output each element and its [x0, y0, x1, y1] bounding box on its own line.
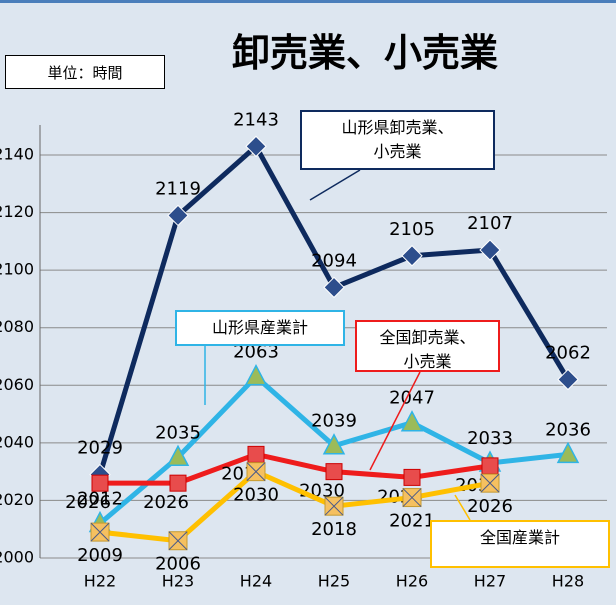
data-label: 2036 — [545, 419, 591, 440]
data-label: 2009 — [77, 545, 123, 566]
data-label: 2035 — [155, 422, 201, 443]
data-label: 2012 — [77, 488, 123, 509]
x-tick-label: H27 — [474, 572, 506, 591]
marker — [557, 368, 579, 391]
y-tick-label: 2080 — [0, 317, 34, 336]
x-tick-label: H22 — [84, 572, 116, 591]
data-label: 2029 — [77, 438, 123, 459]
data-label: 2021 — [389, 511, 435, 532]
marker — [91, 474, 109, 492]
legend-entry: 全国卸売業、小売業 — [355, 320, 500, 372]
data-label: 2026 — [65, 492, 111, 513]
data-label: 2026 — [143, 492, 189, 513]
marker — [166, 444, 190, 466]
leader-line — [369, 371, 421, 471]
marker — [480, 473, 500, 493]
data-label: 2047 — [389, 388, 435, 409]
leader-line — [454, 494, 471, 521]
marker — [323, 276, 345, 299]
top-border — [0, 0, 616, 3]
line — [100, 451, 491, 486]
data-label: 2094 — [311, 250, 357, 271]
y-tick-label: 2000 — [0, 548, 34, 567]
x-tick-label: H25 — [318, 572, 350, 591]
data-label: 2006 — [155, 554, 201, 575]
data-label: 2105 — [389, 219, 435, 240]
data-label: 2033 — [467, 428, 513, 449]
marker — [402, 488, 422, 508]
data-label: 2143 — [233, 109, 279, 130]
y-tick-label: 2040 — [0, 432, 34, 451]
data-label: 2107 — [467, 213, 513, 234]
marker — [324, 496, 344, 516]
legend-entry: 山形県卸売業、小売業 — [300, 110, 495, 170]
y-tick-label: 2140 — [0, 145, 34, 164]
marker — [90, 522, 110, 542]
unit-label: 単位：時間 — [5, 55, 165, 89]
marker — [403, 468, 421, 486]
data-label: 2018 — [311, 519, 357, 540]
y-tick-label: 2060 — [0, 375, 34, 394]
marker — [167, 204, 189, 227]
data-label: 2063 — [233, 342, 279, 363]
marker — [246, 462, 266, 482]
data-label: 2039 — [311, 411, 357, 432]
data-label: 2030 — [233, 485, 279, 506]
y-tick-label: 2100 — [0, 260, 34, 279]
marker — [479, 239, 501, 261]
chart-title: 卸売業、小売業 — [231, 31, 498, 75]
marker — [169, 474, 187, 492]
marker — [322, 433, 346, 455]
legend-entry: 山形県産業計 — [175, 310, 345, 346]
x-tick-label: H28 — [552, 572, 584, 591]
marker — [247, 445, 265, 463]
data-label: 2026 — [467, 496, 513, 517]
marker — [400, 410, 424, 432]
marker — [401, 245, 423, 267]
marker — [244, 364, 268, 386]
marker — [168, 531, 188, 551]
marker — [481, 457, 499, 475]
marker — [325, 463, 343, 481]
x-tick-label: H26 — [396, 572, 428, 591]
data-label: 2119 — [155, 178, 201, 199]
leader-line — [309, 169, 361, 201]
x-tick-label: H24 — [240, 572, 272, 591]
marker — [245, 135, 267, 158]
y-tick-label: 2020 — [0, 490, 34, 509]
data-label: 2062 — [545, 343, 591, 364]
line — [99, 469, 491, 544]
x-tick-label: H23 — [162, 572, 194, 591]
legend-entry: 全国産業計 — [430, 520, 610, 568]
marker — [556, 441, 580, 464]
